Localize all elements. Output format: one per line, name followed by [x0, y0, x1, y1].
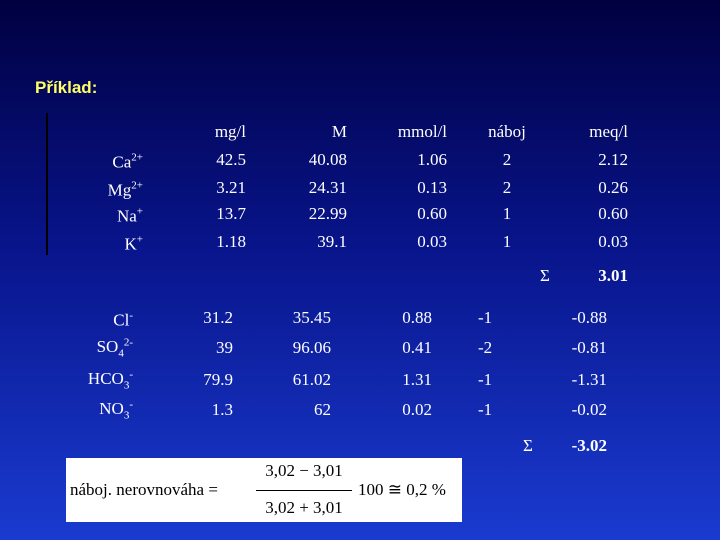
ion-charge: + — [136, 205, 143, 218]
ion-symbol: SO — [96, 337, 119, 357]
ion-subscript: 3 — [123, 379, 130, 392]
ion-charge: 2- — [123, 336, 133, 349]
cell: 61.02 — [292, 370, 331, 389]
cell: 0.60 — [417, 204, 447, 223]
cell: 0.26 — [598, 178, 628, 197]
cell: 1.3 — [211, 400, 233, 419]
cell: 40.08 — [308, 150, 347, 169]
column-header: mg/l — [214, 122, 246, 141]
cell: 96.06 — [292, 338, 331, 357]
ion-name: HCO3- — [88, 364, 133, 395]
cell: 0.02 — [402, 400, 432, 419]
ion-symbol: K — [124, 234, 137, 254]
cell: 2 — [502, 178, 512, 197]
ion-symbol: Cl — [113, 310, 130, 330]
formula-rhs: 100 ≅ 0,2 % — [358, 480, 446, 499]
cell: -1 — [478, 308, 493, 327]
cell: 0.13 — [417, 178, 447, 197]
sum-symbol: Σ — [523, 436, 533, 455]
cell: 79.9 — [203, 370, 233, 389]
ion-charge: + — [136, 233, 143, 246]
column-header: náboj — [488, 122, 526, 141]
cell: 2 — [502, 150, 512, 169]
sum-symbol: Σ — [540, 266, 550, 285]
ion-symbol: Na — [116, 206, 137, 226]
ion-name: K+ — [125, 230, 144, 255]
cell: -0.81 — [571, 338, 607, 357]
ion-symbol: Mg — [107, 180, 132, 200]
ion-charge: - — [129, 309, 133, 322]
cell: -2 — [478, 338, 493, 357]
cell: -0.88 — [571, 308, 607, 327]
cell: 42.5 — [216, 150, 246, 169]
cell: 1 — [502, 232, 512, 251]
column-header: meq/l — [589, 122, 628, 141]
cell: 0.41 — [402, 338, 432, 357]
ion-symbol: NO — [99, 399, 124, 419]
cell: 0.88 — [402, 308, 432, 327]
cell: 0.03 — [598, 232, 628, 251]
formula-box: náboj. nerovnováha = 3,02 − 3,01 3,02 + … — [66, 458, 462, 522]
ion-charge: 2+ — [131, 179, 143, 192]
ion-name: Na+ — [117, 202, 143, 227]
cell: 1.31 — [402, 370, 432, 389]
sum-value: 3.01 — [598, 266, 628, 285]
cell: 13.7 — [216, 204, 246, 223]
ion-subscript: 4 — [118, 347, 124, 360]
ion-charge: 2+ — [131, 151, 143, 164]
ion-name: Cl- — [113, 306, 133, 331]
cell: 22.99 — [308, 204, 347, 223]
formula-lhs: náboj. nerovnováha = — [70, 480, 218, 499]
cell: -0.02 — [571, 400, 607, 419]
cell: 35.45 — [292, 308, 331, 327]
sum-value: -3.02 — [571, 436, 607, 455]
cell: 0.60 — [598, 204, 628, 223]
ion-symbol: Ca — [112, 152, 132, 172]
cell: 0.03 — [417, 232, 447, 251]
formula-denominator: 3,02 + 3,01 — [265, 498, 343, 517]
ion-symbol: HCO — [87, 369, 124, 389]
ion-charge: - — [129, 368, 133, 381]
ion-name: SO42- — [97, 332, 133, 363]
cell: 2.12 — [598, 150, 628, 169]
formula-numerator: 3,02 − 3,01 — [265, 461, 343, 480]
cell: 3.21 — [216, 178, 246, 197]
ion-name: NO3- — [99, 394, 133, 425]
ion-name: Ca2+ — [112, 148, 143, 173]
column-header: M — [331, 122, 347, 141]
cell: 1.18 — [216, 232, 246, 251]
cell: 1.06 — [417, 150, 447, 169]
ion-subscript: 3 — [123, 409, 130, 422]
ion-name: Mg2+ — [108, 176, 143, 201]
cell: -1.31 — [571, 370, 607, 389]
ion-charge: - — [129, 398, 133, 411]
cell: 62 — [314, 400, 331, 419]
cell: -1 — [478, 370, 493, 389]
cell: 24.31 — [308, 178, 347, 197]
fraction-bar — [256, 490, 352, 491]
column-header: mmol/l — [397, 122, 447, 141]
title: Příklad: — [35, 78, 98, 97]
cell: -1 — [478, 400, 493, 419]
cell: 39.1 — [317, 232, 347, 251]
cell: 31.2 — [203, 308, 233, 327]
cell: 1 — [502, 204, 512, 223]
divider-line — [46, 113, 48, 255]
cell: 39 — [216, 338, 233, 357]
